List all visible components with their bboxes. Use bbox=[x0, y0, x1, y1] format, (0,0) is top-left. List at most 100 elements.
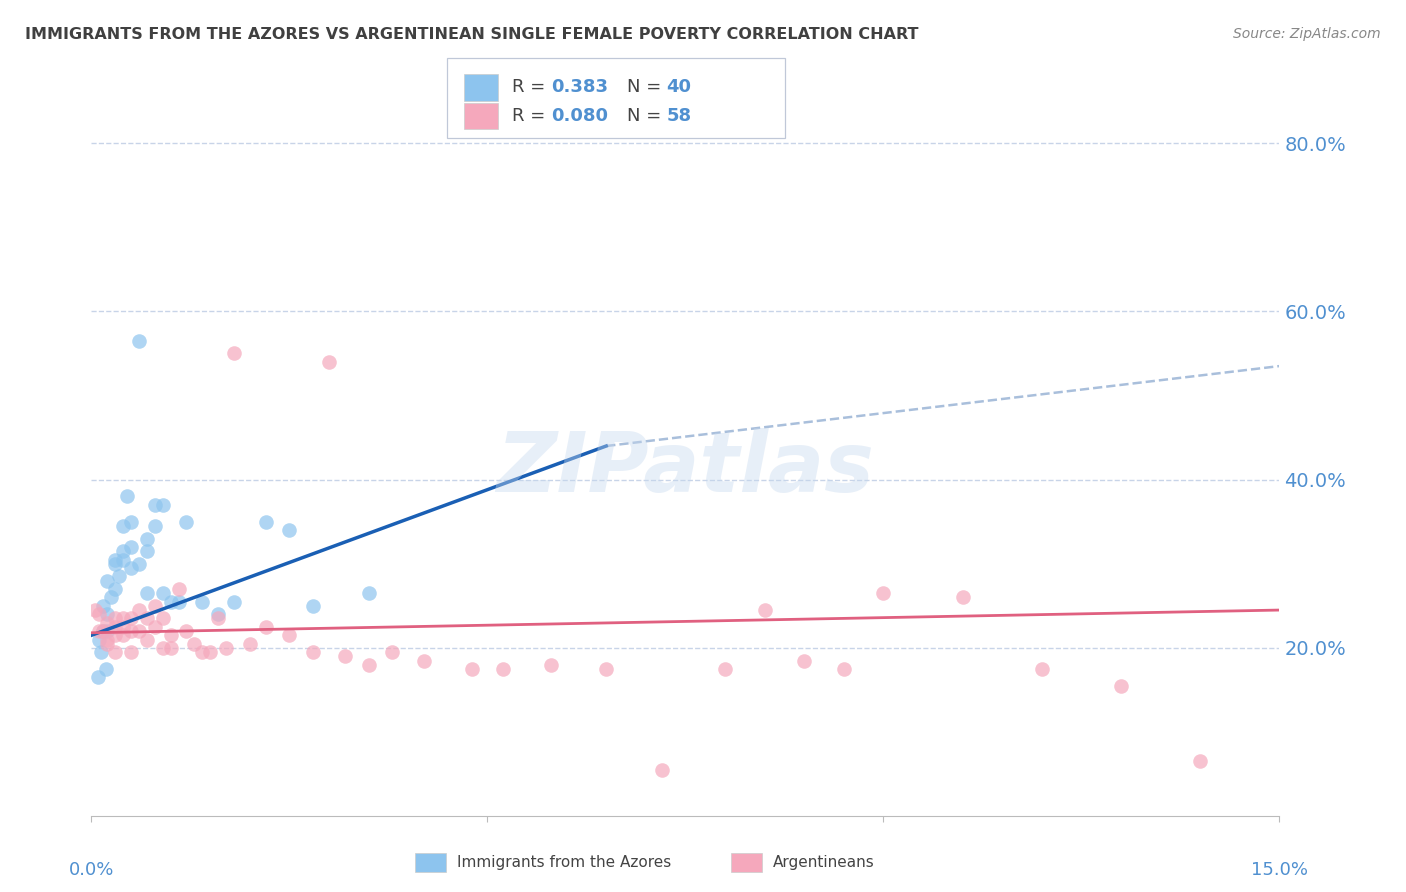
Text: ZIPatlas: ZIPatlas bbox=[496, 427, 875, 508]
Point bbox=[357, 657, 380, 672]
Point bbox=[89, 624, 111, 639]
Point bbox=[120, 624, 142, 639]
Point bbox=[108, 569, 131, 583]
Point bbox=[651, 763, 673, 777]
Point bbox=[135, 611, 157, 625]
Point bbox=[128, 603, 150, 617]
Point bbox=[318, 355, 340, 369]
Point bbox=[112, 611, 135, 625]
Point bbox=[952, 591, 974, 605]
Point bbox=[120, 611, 142, 625]
Point bbox=[207, 611, 229, 625]
Point bbox=[96, 624, 118, 639]
Text: N =: N = bbox=[627, 107, 666, 125]
Point bbox=[143, 519, 166, 533]
Point bbox=[104, 552, 127, 566]
Point bbox=[94, 662, 117, 676]
Point bbox=[278, 523, 301, 537]
Text: Immigrants from the Azores: Immigrants from the Azores bbox=[457, 855, 671, 870]
Point bbox=[100, 591, 122, 605]
Point bbox=[112, 552, 135, 566]
Point bbox=[1031, 662, 1053, 676]
Point bbox=[254, 620, 277, 634]
Point bbox=[87, 670, 110, 684]
Point bbox=[793, 654, 815, 668]
Point bbox=[96, 574, 118, 588]
Point bbox=[191, 594, 214, 608]
Point bbox=[357, 586, 380, 600]
Point bbox=[135, 586, 157, 600]
Point bbox=[159, 628, 181, 642]
Text: R =: R = bbox=[512, 78, 551, 96]
Point bbox=[120, 645, 142, 659]
Point bbox=[89, 607, 111, 622]
Text: 0.0%: 0.0% bbox=[69, 861, 114, 879]
Point bbox=[90, 645, 112, 659]
Point bbox=[413, 654, 436, 668]
Point bbox=[159, 594, 181, 608]
Point bbox=[104, 620, 127, 634]
Point bbox=[120, 515, 142, 529]
Point bbox=[872, 586, 894, 600]
Point bbox=[143, 498, 166, 512]
Point bbox=[128, 624, 150, 639]
Point bbox=[333, 649, 356, 664]
Point bbox=[159, 640, 181, 655]
Point bbox=[302, 599, 325, 613]
Text: 0.080: 0.080 bbox=[551, 107, 609, 125]
Point bbox=[1189, 755, 1212, 769]
Point bbox=[96, 632, 118, 647]
Point bbox=[1109, 679, 1132, 693]
Text: IMMIGRANTS FROM THE AZORES VS ARGENTINEAN SINGLE FEMALE POVERTY CORRELATION CHAR: IMMIGRANTS FROM THE AZORES VS ARGENTINEA… bbox=[25, 27, 918, 42]
Text: N =: N = bbox=[627, 78, 666, 96]
Point bbox=[152, 611, 174, 625]
Text: Source: ZipAtlas.com: Source: ZipAtlas.com bbox=[1233, 27, 1381, 41]
Point bbox=[112, 620, 135, 634]
Point bbox=[167, 594, 190, 608]
Point bbox=[595, 662, 617, 676]
Point bbox=[104, 628, 127, 642]
Point bbox=[754, 603, 776, 617]
Point bbox=[222, 594, 245, 608]
Point bbox=[832, 662, 855, 676]
Point bbox=[714, 662, 737, 676]
Point bbox=[176, 515, 198, 529]
Point bbox=[96, 615, 118, 630]
Point bbox=[91, 624, 114, 639]
Point bbox=[152, 586, 174, 600]
Point bbox=[135, 532, 157, 546]
Point bbox=[115, 490, 138, 504]
Point bbox=[84, 603, 107, 617]
Point bbox=[135, 544, 157, 558]
Text: 15.0%: 15.0% bbox=[1251, 861, 1308, 879]
Point bbox=[381, 645, 404, 659]
Point bbox=[96, 637, 118, 651]
Point bbox=[120, 540, 142, 554]
Text: Argentineans: Argentineans bbox=[773, 855, 875, 870]
Point bbox=[128, 334, 150, 348]
Point bbox=[167, 582, 190, 596]
Point bbox=[176, 624, 198, 639]
Text: 40: 40 bbox=[666, 78, 692, 96]
Text: R =: R = bbox=[512, 107, 551, 125]
Text: 58: 58 bbox=[666, 107, 692, 125]
Point bbox=[112, 628, 135, 642]
Point bbox=[183, 637, 205, 651]
Point bbox=[278, 628, 301, 642]
Point bbox=[104, 645, 127, 659]
Point bbox=[200, 645, 222, 659]
Point bbox=[239, 637, 262, 651]
Point bbox=[207, 607, 229, 622]
Point bbox=[91, 624, 114, 639]
Point bbox=[302, 645, 325, 659]
Point bbox=[96, 607, 118, 622]
Point bbox=[112, 519, 135, 533]
Point bbox=[152, 498, 174, 512]
Point bbox=[492, 662, 515, 676]
Point bbox=[104, 611, 127, 625]
Point bbox=[540, 657, 562, 672]
Point bbox=[143, 599, 166, 613]
Point bbox=[112, 544, 135, 558]
Point bbox=[191, 645, 214, 659]
Point bbox=[104, 582, 127, 596]
